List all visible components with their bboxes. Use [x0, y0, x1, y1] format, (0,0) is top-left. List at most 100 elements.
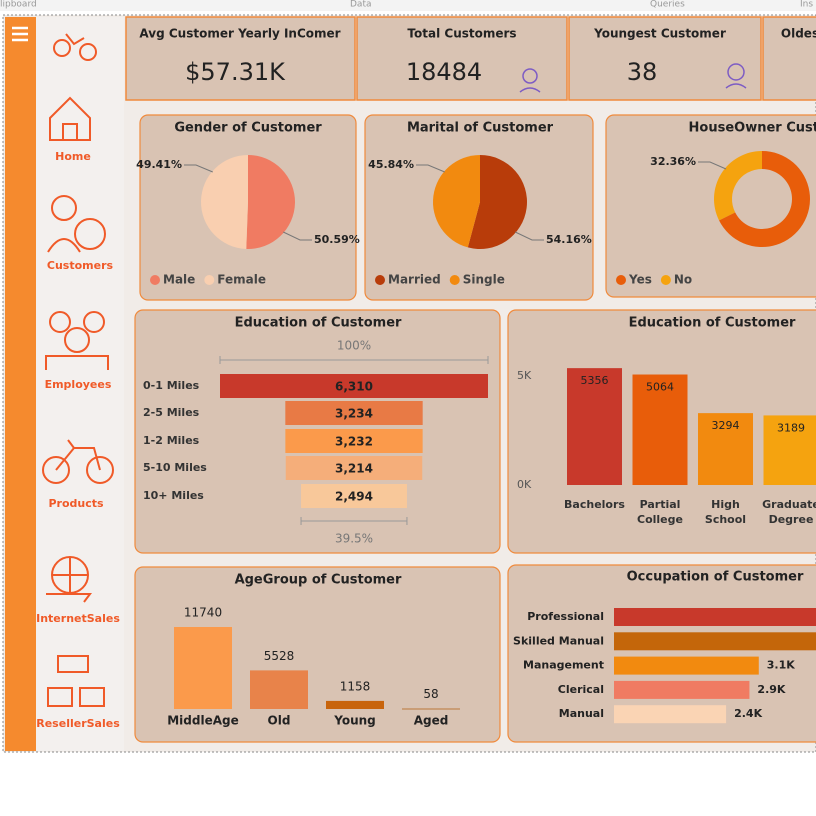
- kpi-value: 18484: [406, 58, 482, 86]
- category-label: High School: [704, 498, 747, 526]
- category-label: 10+ Miles: [143, 489, 204, 502]
- kpi-icons: [519, 63, 747, 93]
- slice: [246, 155, 295, 249]
- category-label: 1-2 Miles: [143, 434, 200, 447]
- category-label: Bachelors: [564, 498, 625, 511]
- nav-item[interactable]: Customers: [47, 259, 114, 272]
- data-label: 3,234: [335, 407, 373, 421]
- category-label: Skilled Manual: [513, 634, 604, 647]
- category-label: Manual: [559, 707, 604, 720]
- data-label: 5064: [646, 381, 674, 394]
- leader-line: [283, 231, 312, 241]
- category-label: 5-10 Miles: [143, 461, 207, 474]
- funnel-bar: [285, 429, 423, 453]
- nav-item[interactable]: Home: [55, 150, 91, 163]
- leader-line: [184, 164, 213, 173]
- data-label: 11740: [184, 606, 222, 620]
- legend-label: Yes: [628, 273, 652, 287]
- ribbon-label: Ins: [800, 0, 813, 10]
- data-label: 2.4K: [734, 707, 762, 720]
- chart-title: Education of Customer: [235, 316, 402, 331]
- category-label-box: High School: [704, 498, 747, 526]
- kpi-title: Avg Customer Yearly InComer: [139, 27, 340, 41]
- menu-icon[interactable]: [12, 26, 28, 42]
- category-label: MiddleAge: [167, 714, 239, 728]
- kpi-cards: [125, 16, 816, 101]
- slice: [714, 151, 762, 221]
- data-label: 5528: [264, 649, 295, 663]
- chart-title: Marital of Customer: [407, 121, 554, 136]
- category-label: Young: [333, 714, 376, 728]
- kpi-value: 38: [627, 58, 658, 86]
- bracket: [219, 356, 489, 364]
- data-label: 49.41%: [136, 158, 182, 171]
- data-label: 2,494: [335, 490, 373, 504]
- ribbon: [0, 0, 816, 11]
- data-label: 50.59%: [314, 233, 360, 246]
- bar: [632, 374, 688, 485]
- data-label: 32.36%: [650, 155, 696, 168]
- bracket: [300, 517, 408, 525]
- bar: [614, 656, 759, 675]
- nav-item[interactable]: Employees: [45, 378, 112, 391]
- chart-title: Gender of Customer: [174, 121, 322, 136]
- slice: [719, 151, 810, 247]
- annotation: 100%: [337, 339, 371, 353]
- funnel-bar: [301, 484, 407, 508]
- category-label: Management: [523, 659, 604, 672]
- bar: [763, 415, 816, 485]
- nav-item[interactable]: InternetSales: [36, 612, 120, 625]
- leader-line: [416, 164, 445, 173]
- bar: [567, 368, 622, 485]
- category-label: Clerical: [558, 683, 604, 696]
- side-strip: [5, 17, 36, 751]
- slice: [200, 155, 248, 249]
- bar: [614, 680, 750, 699]
- legend-dot: [204, 275, 215, 285]
- ribbon-label: Queries: [650, 0, 685, 10]
- funnel-bar: [220, 374, 488, 398]
- legend-dot: [616, 275, 626, 285]
- data-label: 3,214: [335, 462, 373, 476]
- category-label-box: Graduate Degree: [762, 498, 816, 526]
- y-tick-label: 5K: [517, 369, 532, 382]
- category-label: Partial College: [637, 498, 683, 526]
- annotation: 39.5%: [335, 532, 373, 546]
- chart-title: HouseOwner Custom: [689, 121, 816, 136]
- category-label: 2-5 Miles: [143, 406, 200, 419]
- category-label: Aged: [414, 714, 449, 728]
- legend-label: No: [674, 273, 692, 287]
- data-label: 3,232: [335, 435, 373, 449]
- bar: [402, 708, 460, 710]
- data-label: 1158: [340, 679, 371, 693]
- nav-item[interactable]: ResellerSales: [36, 717, 120, 730]
- kpi-title: Oldes: [781, 27, 816, 41]
- kpi-value: $57.31K: [185, 58, 286, 86]
- bar: [614, 705, 727, 724]
- chart-title: Occupation of Customer: [627, 570, 804, 585]
- bar: [326, 700, 384, 709]
- data-label: 3.1K: [767, 659, 795, 672]
- funnel-bar: [285, 456, 423, 480]
- kpi-title: Total Customers: [407, 27, 516, 41]
- legend-label: Female: [217, 273, 266, 287]
- leader-line: [515, 231, 544, 241]
- bar: [614, 608, 816, 626]
- ribbon-label: lipboard: [0, 0, 37, 10]
- data-label: 2.9K: [757, 683, 785, 696]
- data-label: 6,310: [335, 380, 373, 394]
- legend-dot: [150, 275, 160, 285]
- kpi-title: Youngest Customer: [593, 27, 726, 41]
- legend-label: Married: [388, 273, 441, 287]
- nav-icons: [42, 33, 114, 707]
- ribbon-label: Data: [350, 0, 372, 10]
- category-label: 0-1 Miles: [143, 379, 200, 392]
- category-label: Graduate Degree: [762, 498, 816, 526]
- category-label: Professional: [527, 610, 604, 623]
- nav-item[interactable]: Products: [48, 497, 104, 510]
- y-tick-label: 0K: [517, 478, 532, 491]
- category-label-box: Partial College: [637, 498, 683, 526]
- bar: [174, 627, 232, 709]
